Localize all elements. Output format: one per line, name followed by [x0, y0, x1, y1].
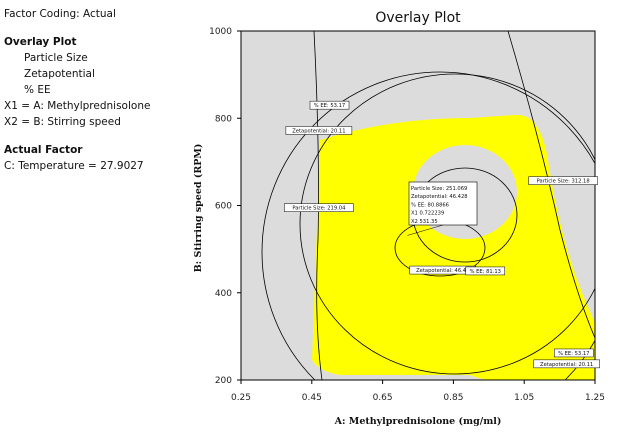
- contour-line: [299, 73, 595, 375]
- y-tick-label: 600: [215, 202, 232, 212]
- contour-label: % EE: 53.17: [314, 103, 345, 109]
- contour-label: Particle Size: 312.18: [537, 179, 590, 185]
- actual-factor-heading: Actual Factor: [4, 144, 83, 156]
- x-tick-label: 0.65: [373, 393, 393, 403]
- prediction-flag-line: Particle Size: 251.069: [411, 186, 467, 192]
- overlay-plot-heading: Overlay Plot: [4, 36, 77, 48]
- y-tick-label: 200: [215, 376, 232, 386]
- y-tick-label: 800: [215, 114, 232, 124]
- contour-label-box: [528, 176, 598, 185]
- contour-label: % EE: 81.13: [470, 269, 501, 275]
- x-axis-ticks: 0.25 0.45 0.65 0.85 1.05 1.25: [231, 380, 605, 403]
- x-tick-label: 0.85: [443, 393, 463, 403]
- y-tick-label: 1000: [209, 27, 232, 37]
- contour-labels: % EE: 53.17 Zetapotential: 20.11 Particle …: [284, 100, 600, 369]
- contour-label: Zetapotential: 20.11: [292, 128, 345, 134]
- factor-x2-text: X2 = B: Stirring speed: [4, 116, 121, 128]
- contour-label-box: [284, 203, 354, 212]
- factor-coding-text: Factor Coding: Actual: [4, 8, 116, 20]
- contour-label: % EE: 53.17: [558, 351, 589, 357]
- feasible-design-region: [312, 114, 595, 380]
- y-tick-label: 400: [215, 289, 232, 299]
- response-item: Zetapotential: [24, 68, 95, 80]
- contour-line: [507, 31, 595, 340]
- y-axis-ticks: 200 400 600 800 1000: [209, 27, 241, 386]
- prediction-flag-line: Zetapotential: 46.428: [411, 194, 468, 200]
- actual-factor-text: C: Temperature = 27.9027: [4, 160, 144, 172]
- contour-label: Zetapotential: 20.11: [540, 362, 593, 368]
- x-tick-label: 0.25: [231, 393, 251, 403]
- x-tick-label: 0.45: [302, 393, 322, 403]
- contour-label-box: [465, 266, 506, 276]
- factor-info-panel: Factor Coding: Actual Overlay Plot Parti…: [4, 6, 150, 174]
- contour-label-box: [285, 126, 353, 135]
- chart-title: Overlay Plot: [375, 10, 461, 26]
- contour-line: [261, 71, 595, 380]
- prediction-flag-line: X1 0.722239: [411, 211, 444, 217]
- prediction-flag: Particle Size: 251.069 Zetapotential: 46.…: [407, 181, 478, 236]
- prediction-flag-line: X2 531.35: [411, 219, 438, 225]
- prediction-flag-line: % EE: 80.8866: [411, 202, 449, 208]
- contour-label: Particle Size: 219.04: [292, 206, 346, 212]
- response-item: % EE: [24, 84, 51, 96]
- x-tick-label: 1.05: [514, 393, 534, 403]
- contour-label-box: [554, 348, 594, 358]
- response-item: Particle Size: [24, 52, 88, 64]
- prediction-flag-pointer: [407, 224, 444, 236]
- y-axis-label: B: Stirring speed (RPM): [193, 144, 204, 273]
- contour-label-box: [309, 100, 350, 110]
- contour-label-box: [533, 359, 600, 369]
- contour-label: Zetapotential: 46.43: [416, 268, 469, 274]
- contour-line: [313, 31, 323, 380]
- x-axis-label: A: Methylprednisolone (mg/ml): [334, 416, 502, 427]
- x-tick-label: 1.25: [585, 393, 605, 403]
- factor-x1-text: X1 = A: Methylprednisolone: [4, 100, 151, 112]
- prediction-flag-box: [408, 181, 478, 226]
